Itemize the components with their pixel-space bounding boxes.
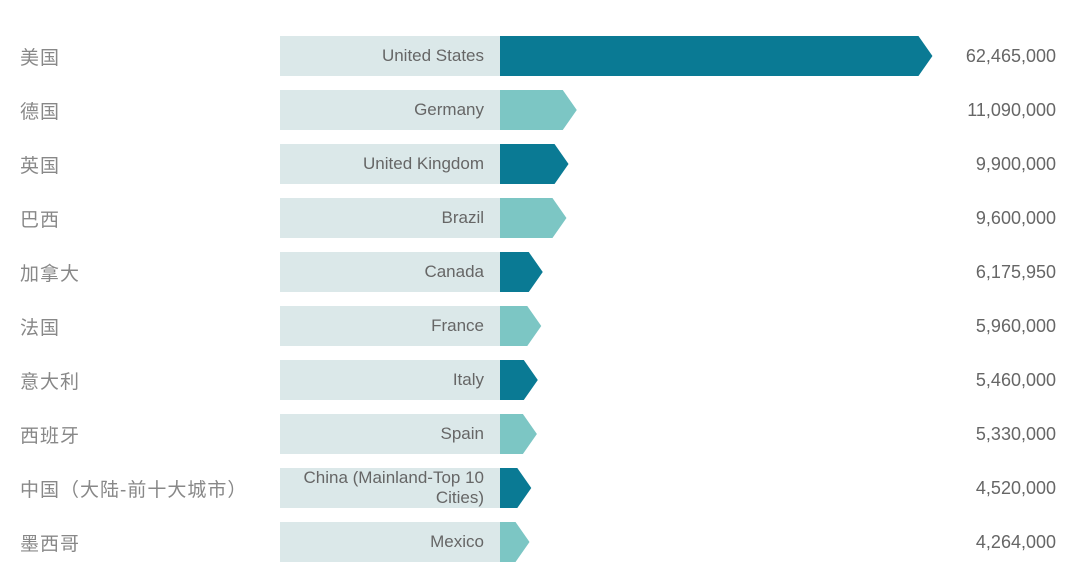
value-label: 11,090,000 bbox=[950, 100, 1060, 121]
bar-area bbox=[500, 198, 950, 238]
chart-row: 意大利Italy 5,460,000 bbox=[20, 354, 1060, 406]
chart-row: 法国France 5,960,000 bbox=[20, 300, 1060, 352]
bar-arrow-icon bbox=[500, 360, 540, 400]
bar-area bbox=[500, 360, 950, 400]
value-label: 5,960,000 bbox=[950, 316, 1060, 337]
bar-arrow-icon bbox=[500, 414, 539, 454]
country-label-en: Spain bbox=[280, 414, 500, 454]
chart-row: 西班牙Spain 5,330,000 bbox=[20, 408, 1060, 460]
bar-arrow-icon bbox=[500, 90, 579, 130]
country-label-cn: 法国 bbox=[20, 313, 280, 340]
bar-arrow-icon bbox=[500, 306, 543, 346]
value-label: 6,175,950 bbox=[950, 262, 1060, 283]
value-label: 9,600,000 bbox=[950, 208, 1060, 229]
chart-row: 墨西哥Mexico 4,264,000 bbox=[20, 516, 1060, 568]
bar-arrow-icon bbox=[500, 468, 533, 508]
country-label-en: France bbox=[280, 306, 500, 346]
bar-area bbox=[500, 36, 950, 76]
country-label-en: Italy bbox=[280, 360, 500, 400]
chart-row: 美国United States 62,465,000 bbox=[20, 30, 1060, 82]
country-label-en: Brazil bbox=[280, 198, 500, 238]
value-label: 5,330,000 bbox=[950, 424, 1060, 445]
country-label-en: United States bbox=[280, 36, 500, 76]
bar-arrow-icon bbox=[500, 36, 934, 76]
country-label-cn: 西班牙 bbox=[20, 421, 280, 448]
bar-arrow-icon bbox=[500, 144, 571, 184]
value-label: 5,460,000 bbox=[950, 370, 1060, 391]
country-label-cn: 英国 bbox=[20, 151, 280, 178]
chart-row: 德国Germany 11,090,000 bbox=[20, 84, 1060, 136]
bar-arrow-icon bbox=[500, 522, 532, 562]
value-label: 9,900,000 bbox=[950, 154, 1060, 175]
chart-row: 英国United Kingdom 9,900,000 bbox=[20, 138, 1060, 190]
country-label-cn: 中国（大陆-前十大城市） bbox=[20, 475, 280, 502]
bar-area bbox=[500, 144, 950, 184]
bar-area bbox=[500, 414, 950, 454]
bar-area bbox=[500, 522, 950, 562]
country-bar-chart: 美国United States 62,465,000 德国Germany 11,090… bbox=[20, 30, 1060, 568]
bar-area bbox=[500, 468, 950, 508]
country-label-en: United Kingdom bbox=[280, 144, 500, 184]
chart-row: 中国（大陆-前十大城市）China (Mainland-Top 10 Citie… bbox=[20, 462, 1060, 514]
country-label-cn: 巴西 bbox=[20, 205, 280, 232]
value-label: 4,520,000 bbox=[950, 478, 1060, 499]
bar-area bbox=[500, 90, 950, 130]
value-label: 62,465,000 bbox=[950, 46, 1060, 67]
country-label-cn: 墨西哥 bbox=[20, 529, 280, 556]
value-label: 4,264,000 bbox=[950, 532, 1060, 553]
country-label-en: Mexico bbox=[280, 522, 500, 562]
bar-area bbox=[500, 252, 950, 292]
country-label-cn: 加拿大 bbox=[20, 259, 280, 286]
bar-arrow-icon bbox=[500, 198, 568, 238]
country-label-en: Canada bbox=[280, 252, 500, 292]
country-label-cn: 意大利 bbox=[20, 367, 280, 394]
country-label-en: Germany bbox=[280, 90, 500, 130]
chart-row: 加拿大Canada 6,175,950 bbox=[20, 246, 1060, 298]
country-label-cn: 德国 bbox=[20, 97, 280, 124]
chart-row: 巴西Brazil 9,600,000 bbox=[20, 192, 1060, 244]
bar-area bbox=[500, 306, 950, 346]
bar-arrow-icon bbox=[500, 252, 545, 292]
country-label-en: China (Mainland-Top 10 Cities) bbox=[280, 468, 500, 508]
country-label-cn: 美国 bbox=[20, 43, 280, 70]
